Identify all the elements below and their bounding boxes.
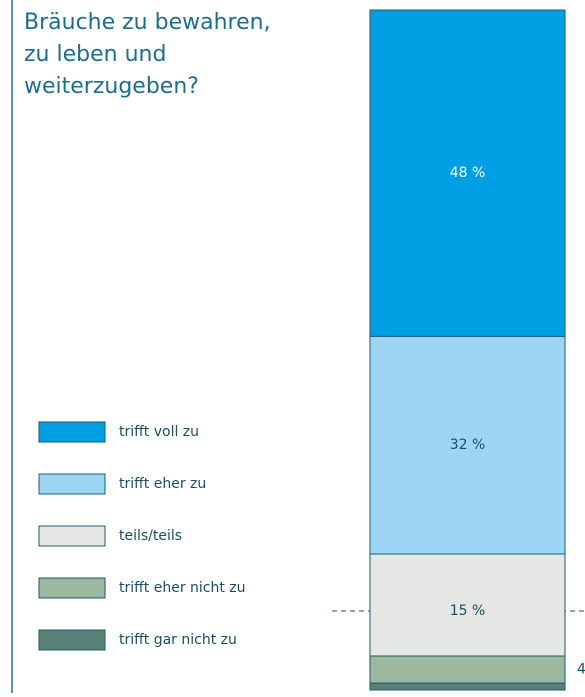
legend-label: trifft eher zu <box>119 476 206 492</box>
bar-segment <box>369 335 566 555</box>
chart-title: Bräuche zu bewahren, <box>24 10 271 35</box>
legend-swatch <box>38 473 106 495</box>
chart-title: zu leben und <box>24 42 166 67</box>
legend-swatch <box>38 629 106 651</box>
data-label: 32 % <box>450 437 486 453</box>
legend-swatch <box>38 577 106 599</box>
legend-label: trifft eher nicht zu <box>119 580 246 596</box>
data-label: 4 % <box>577 662 585 678</box>
bar-segment <box>369 9 566 337</box>
data-label: 15 % <box>450 603 486 619</box>
legend-swatch <box>38 421 106 443</box>
legend-label: trifft voll zu <box>119 424 199 440</box>
legend-label: teils/teils <box>119 528 182 544</box>
chart-title: weiterzugeben? <box>24 74 199 99</box>
bar-segment <box>369 655 566 684</box>
bar-segment <box>369 553 566 657</box>
legend-label: trifft gar nicht zu <box>119 632 237 648</box>
bar-segment <box>369 682 566 691</box>
legend-swatch <box>38 525 106 547</box>
data-label: 48 % <box>450 165 486 181</box>
